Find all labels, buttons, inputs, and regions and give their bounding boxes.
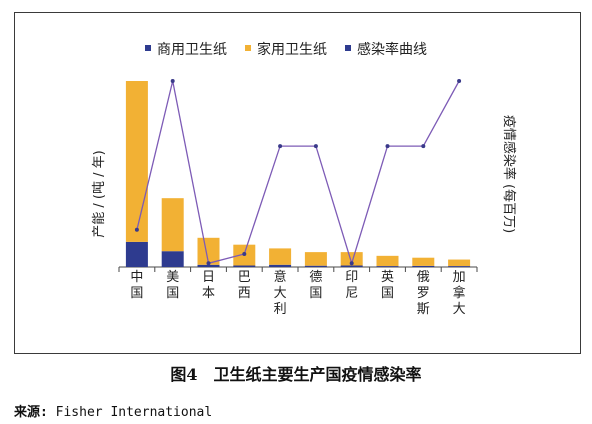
infection-rate-point [134,227,139,232]
infection-rate-line [136,80,460,266]
infection-rate-point [170,79,175,83]
infection-rate-point [242,251,247,256]
infection-rate-point [278,144,283,149]
bar-commercial [197,264,220,267]
y-axis-label-left: 产能 / (吨 / 年) [92,150,107,237]
chart-bars [125,81,471,267]
source-note: 来源: Fisher International [14,401,212,420]
bar-household [412,257,435,266]
infection-rate-point [349,261,354,266]
chart-legend: 商用卫生纸 家用卫生纸 感染率曲线 [145,41,427,58]
bar-commercial [340,265,363,267]
x-tick-label: 加拿大 [453,270,466,317]
source-text: Fisher International [47,405,213,420]
infection-rate-point [385,144,390,149]
legend-swatch [145,45,151,51]
bar-household [448,259,471,267]
bar-household [161,198,184,252]
legend-swatch [345,45,351,51]
legend-label: 家用卫生纸 [257,41,327,58]
infection-rate-point [457,79,462,83]
bar-commercial [304,265,327,267]
chart-frame: 商用卫生纸 家用卫生纸 感染率曲线 中国 美国 日本 巴西 意大利 德国 印尼 英国 俄罗斯 加拿大 … [14,12,581,354]
x-tick-label: 中国 [130,270,143,301]
legend-swatch [245,45,251,51]
infection-rate-point [421,144,426,149]
infection-rate-point [313,144,318,149]
x-tick-label: 印尼 [345,270,358,301]
bar-commercial [233,265,256,267]
bar-commercial [269,264,292,267]
x-tick-label: 俄罗斯 [417,270,430,317]
x-tick-label: 巴西 [238,270,251,301]
chart-svg: 商用卫生纸 家用卫生纸 感染率曲线 中国美国日本巴西意大利德国印尼英国俄罗斯加拿大 … [92,41,517,317]
y-axis-label-right: 疫情感染率 (每百万) [501,115,517,233]
legend-label: 感染率曲线 [357,41,427,58]
figure-caption: 图4 卫生纸主要生产国疫情感染率 [170,365,422,384]
x-tick-label: 英国 [381,270,394,301]
x-tick-label: 德国 [309,270,322,301]
x-tick-label: 美国 [166,270,179,301]
bar-household [376,255,399,267]
bar-commercial [125,241,148,267]
bar-household [125,81,148,242]
bar-commercial [448,266,471,267]
x-tick-label: 日本 [202,270,215,301]
bar-household [304,252,327,266]
legend-label: 商用卫生纸 [157,42,227,58]
bar-household [269,248,292,265]
bar-household [340,252,363,266]
bar-commercial [412,265,435,267]
source-label: 来源: [14,405,48,420]
infection-rate-point [206,261,211,266]
bar-commercial [376,266,399,267]
chart-line-layer [134,79,462,266]
bar-household [197,237,220,265]
bar-commercial [161,251,184,267]
x-tick-label: 意大利 [274,269,287,317]
